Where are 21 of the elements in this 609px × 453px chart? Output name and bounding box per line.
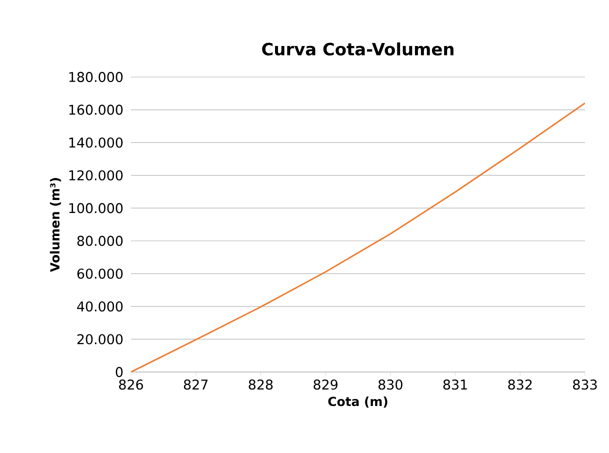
- x-tick-label: 829: [314, 380, 338, 390]
- x-tick-label: 831: [443, 380, 467, 390]
- y-tick-label: 140.000: [69, 137, 123, 148]
- x-tick-label: 828: [248, 380, 273, 390]
- x-tick-label: 826: [119, 380, 143, 390]
- y-tick-label: 60.000: [77, 268, 123, 279]
- y-tick-label: 120.000: [69, 170, 123, 180]
- y-tick-label: 160.000: [69, 104, 123, 115]
- y-tick-label: 80.000: [77, 236, 123, 246]
- x-axis-title: Cota (m): [328, 396, 388, 408]
- y-tick-label: 0: [116, 366, 123, 378]
- x-tick-label: 833: [573, 380, 597, 390]
- chart-title: Curva Cota-Volumen: [262, 42, 454, 56]
- x-tick-label: 832: [508, 380, 532, 390]
- y-axis-title: Volumen (m³): [50, 178, 62, 272]
- y-tick-label: 20.000: [77, 334, 123, 344]
- x-tick-label: 827: [184, 380, 208, 390]
- y-tick-label: 100.000: [69, 203, 123, 214]
- y-tick-label: 180.000: [69, 72, 123, 82]
- x-tick-label: 830: [378, 380, 402, 390]
- y-tick-label: 40.000: [77, 301, 123, 312]
